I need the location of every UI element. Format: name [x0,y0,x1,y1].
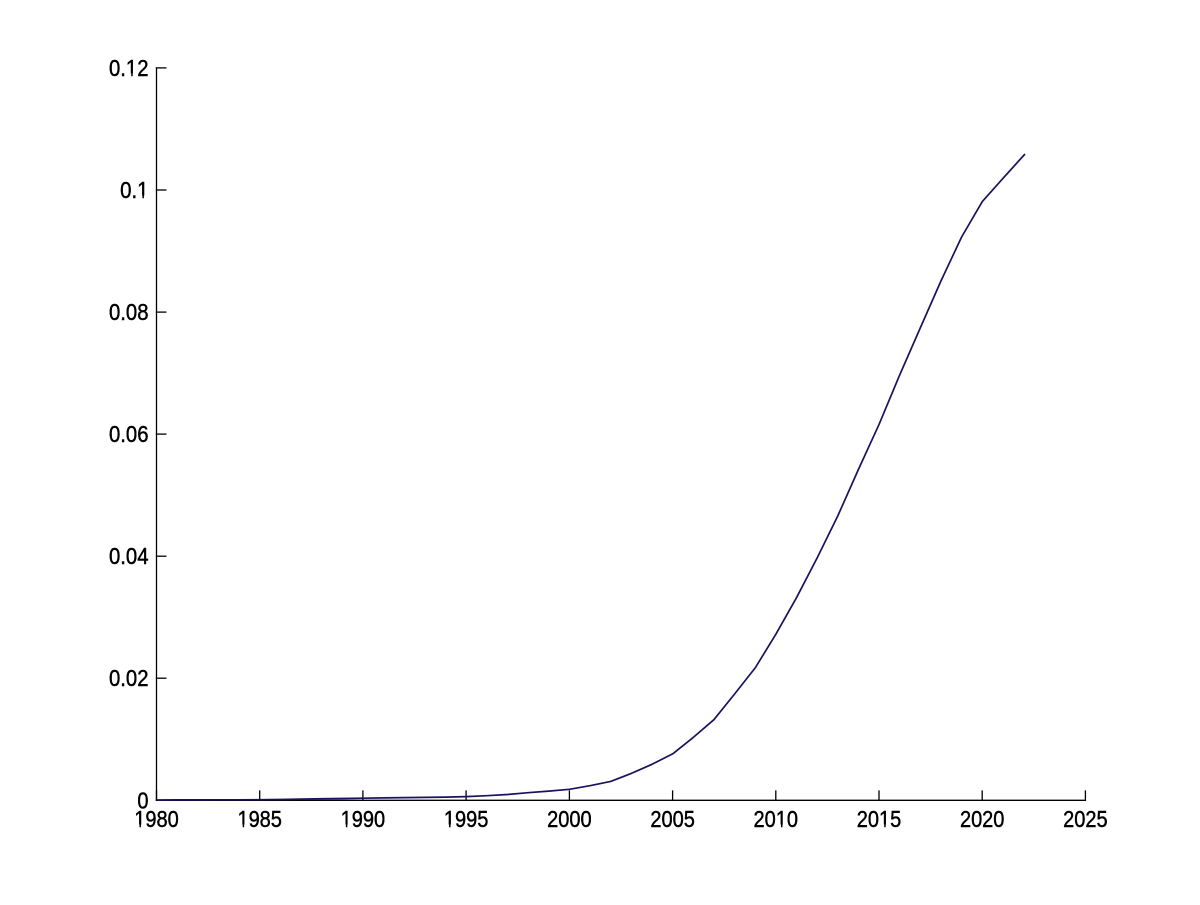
svg-text:0.1: 0.1 [120,177,148,203]
svg-text:2005: 2005 [650,806,695,832]
svg-text:0.08: 0.08 [109,299,149,325]
svg-text:0.12: 0.12 [109,55,149,81]
svg-text:2000: 2000 [547,806,592,832]
svg-text:1980: 1980 [134,806,179,832]
svg-text:1990: 1990 [341,806,386,832]
svg-text:2020: 2020 [960,806,1005,832]
svg-text:2025: 2025 [1063,806,1108,832]
svg-text:2010: 2010 [754,806,799,832]
svg-text:2015: 2015 [857,806,902,832]
svg-text:0.06: 0.06 [109,421,149,447]
svg-text:0.02: 0.02 [109,665,149,691]
svg-text:1985: 1985 [237,806,282,832]
svg-text:0: 0 [137,787,148,813]
svg-text:1995: 1995 [444,806,489,832]
svg-text:0.04: 0.04 [109,543,149,569]
